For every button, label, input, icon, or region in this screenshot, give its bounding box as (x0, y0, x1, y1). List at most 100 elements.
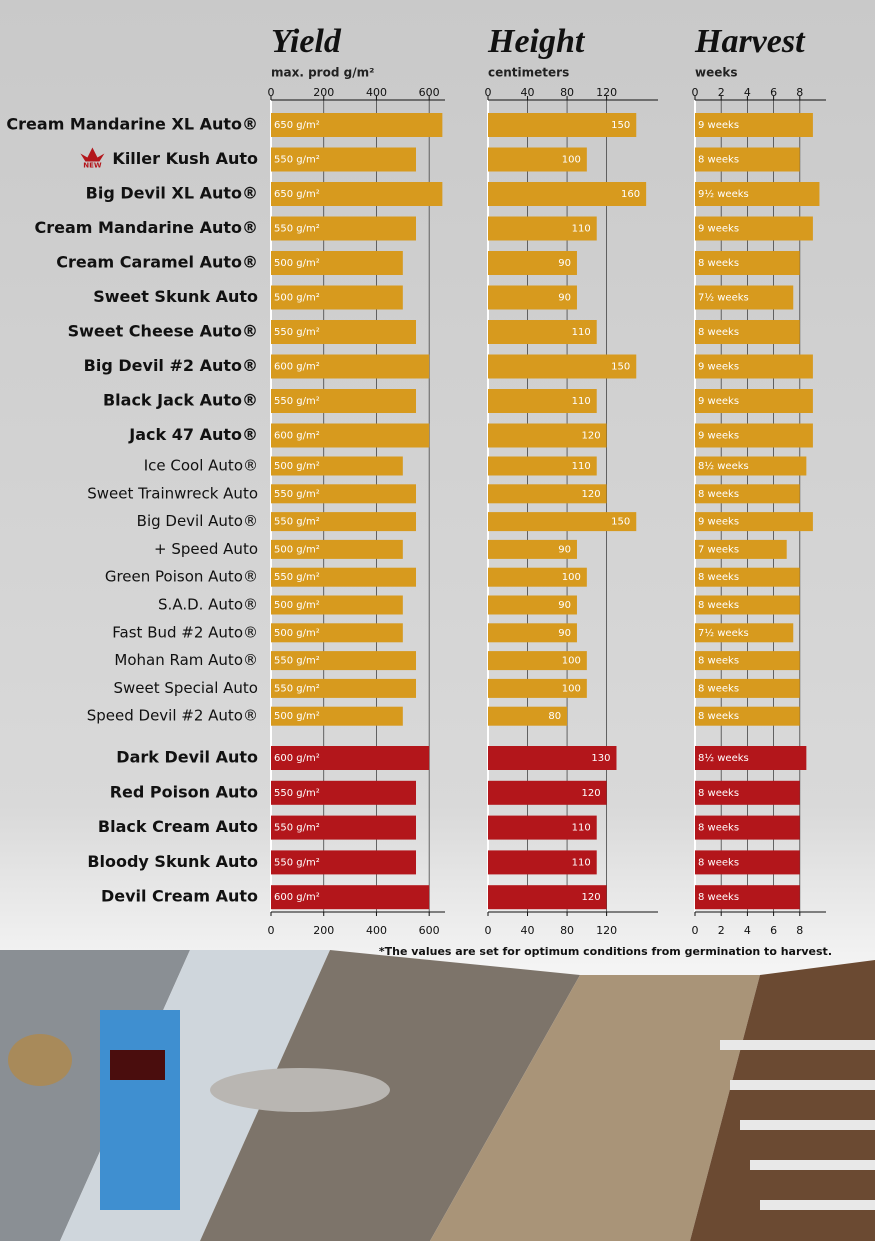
bar (488, 651, 587, 671)
x-tick-label: 0 (268, 924, 275, 937)
value-label: 600 g/m² (274, 362, 320, 373)
bar (488, 456, 597, 476)
bar (271, 320, 416, 344)
bar (488, 182, 647, 206)
value-label: 90 (558, 544, 571, 555)
category-label: Big Devil Auto® (137, 512, 258, 530)
category-label: Dark Devil Auto (116, 748, 258, 767)
value-label: 120 (582, 788, 601, 799)
value-label: 8 weeks (698, 327, 739, 338)
category-label: Green Poison Auto® (105, 568, 258, 586)
bar (271, 815, 416, 840)
value-label: 110 (572, 396, 591, 407)
value-label: 8 weeks (698, 572, 739, 583)
value-label: 110 (572, 461, 591, 472)
bar (488, 484, 607, 504)
x-tick-label: 600 (419, 86, 440, 99)
value-label: 8½ weeks (698, 460, 749, 472)
bar (488, 885, 607, 910)
bar (695, 678, 800, 698)
bar (695, 706, 800, 726)
x-tick-label: 0 (485, 86, 492, 99)
bar (695, 595, 800, 615)
category-label: Cream Mandarine Auto® (35, 218, 258, 237)
x-tick-label: 120 (596, 86, 617, 99)
value-label: 550 g/m² (274, 396, 320, 407)
x-tick-label: 40 (521, 924, 535, 937)
bar (488, 147, 587, 172)
value-label: 600 g/m² (274, 431, 320, 442)
value-label: 8 weeks (698, 683, 739, 694)
value-label: 8 weeks (698, 788, 739, 799)
bar (695, 567, 800, 587)
value-label: 120 (582, 892, 601, 903)
bar (488, 320, 597, 344)
x-tick-label: 200 (313, 86, 334, 99)
category-label: Killer Kush Auto (112, 149, 258, 168)
bar (488, 512, 637, 532)
x-tick-label: 0 (268, 86, 275, 99)
category-label: Big Devil #2 Auto® (84, 356, 258, 375)
x-tick-label: 120 (596, 924, 617, 937)
x-tick-label: 2 (718, 924, 725, 937)
bar (271, 423, 430, 448)
bar (695, 512, 813, 532)
value-label: 120 (582, 431, 601, 442)
value-label: 100 (562, 683, 581, 694)
bar (695, 780, 800, 805)
value-label: 600 g/m² (274, 892, 320, 903)
x-tick-label: 4 (744, 924, 751, 937)
bar (271, 780, 416, 805)
value-label: 500 g/m² (274, 293, 320, 304)
value-label: 8 weeks (698, 489, 739, 500)
value-label: 8 weeks (698, 600, 739, 611)
bar (695, 423, 813, 448)
bar (695, 216, 813, 241)
category-label: Sweet Special Auto (113, 679, 258, 697)
value-label: 650 g/m² (274, 189, 320, 200)
category-label: S.A.D. Auto® (158, 596, 258, 614)
value-label: 90 (558, 293, 571, 304)
bar (695, 113, 813, 137)
x-tick-label: 80 (560, 924, 574, 937)
bar (695, 182, 820, 206)
new-badge: NEW (83, 162, 102, 170)
category-label: Black Jack Auto® (103, 391, 258, 410)
bar (271, 595, 403, 615)
bar (271, 706, 403, 726)
bar (271, 746, 430, 770)
panel-subtitle: weeks (695, 66, 738, 80)
bar (271, 567, 416, 587)
x-tick-label: 80 (560, 86, 574, 99)
bar (695, 651, 800, 671)
bar (488, 678, 587, 698)
value-label: 90 (558, 628, 571, 639)
bar (695, 251, 800, 275)
bar (271, 389, 416, 413)
value-label: 110 (572, 857, 591, 868)
bar (271, 651, 416, 671)
value-label: 550 g/m² (274, 224, 320, 235)
value-label: 7½ weeks (698, 627, 749, 639)
bar (271, 850, 416, 875)
panel-title: Harvest (694, 23, 806, 60)
bar (695, 320, 800, 344)
category-label: Devil Cream Auto (101, 887, 258, 906)
bar (695, 354, 813, 379)
bar (695, 484, 800, 504)
category-label: Red Poison Auto (110, 782, 258, 801)
bar (488, 623, 577, 643)
value-label: 100 (562, 656, 581, 667)
category-label: Fast Bud #2 Auto® (112, 623, 258, 641)
value-label: 550 g/m² (274, 517, 320, 528)
value-label: 550 g/m² (274, 327, 320, 338)
value-label: 130 (591, 753, 610, 764)
x-tick-label: 8 (796, 86, 803, 99)
x-tick-label: 400 (366, 86, 387, 99)
value-label: 8 weeks (698, 823, 739, 834)
x-tick-label: 0 (692, 924, 699, 937)
panel-title: Yield (271, 23, 342, 60)
x-tick-label: 0 (485, 924, 492, 937)
panel-title: Height (487, 23, 586, 60)
